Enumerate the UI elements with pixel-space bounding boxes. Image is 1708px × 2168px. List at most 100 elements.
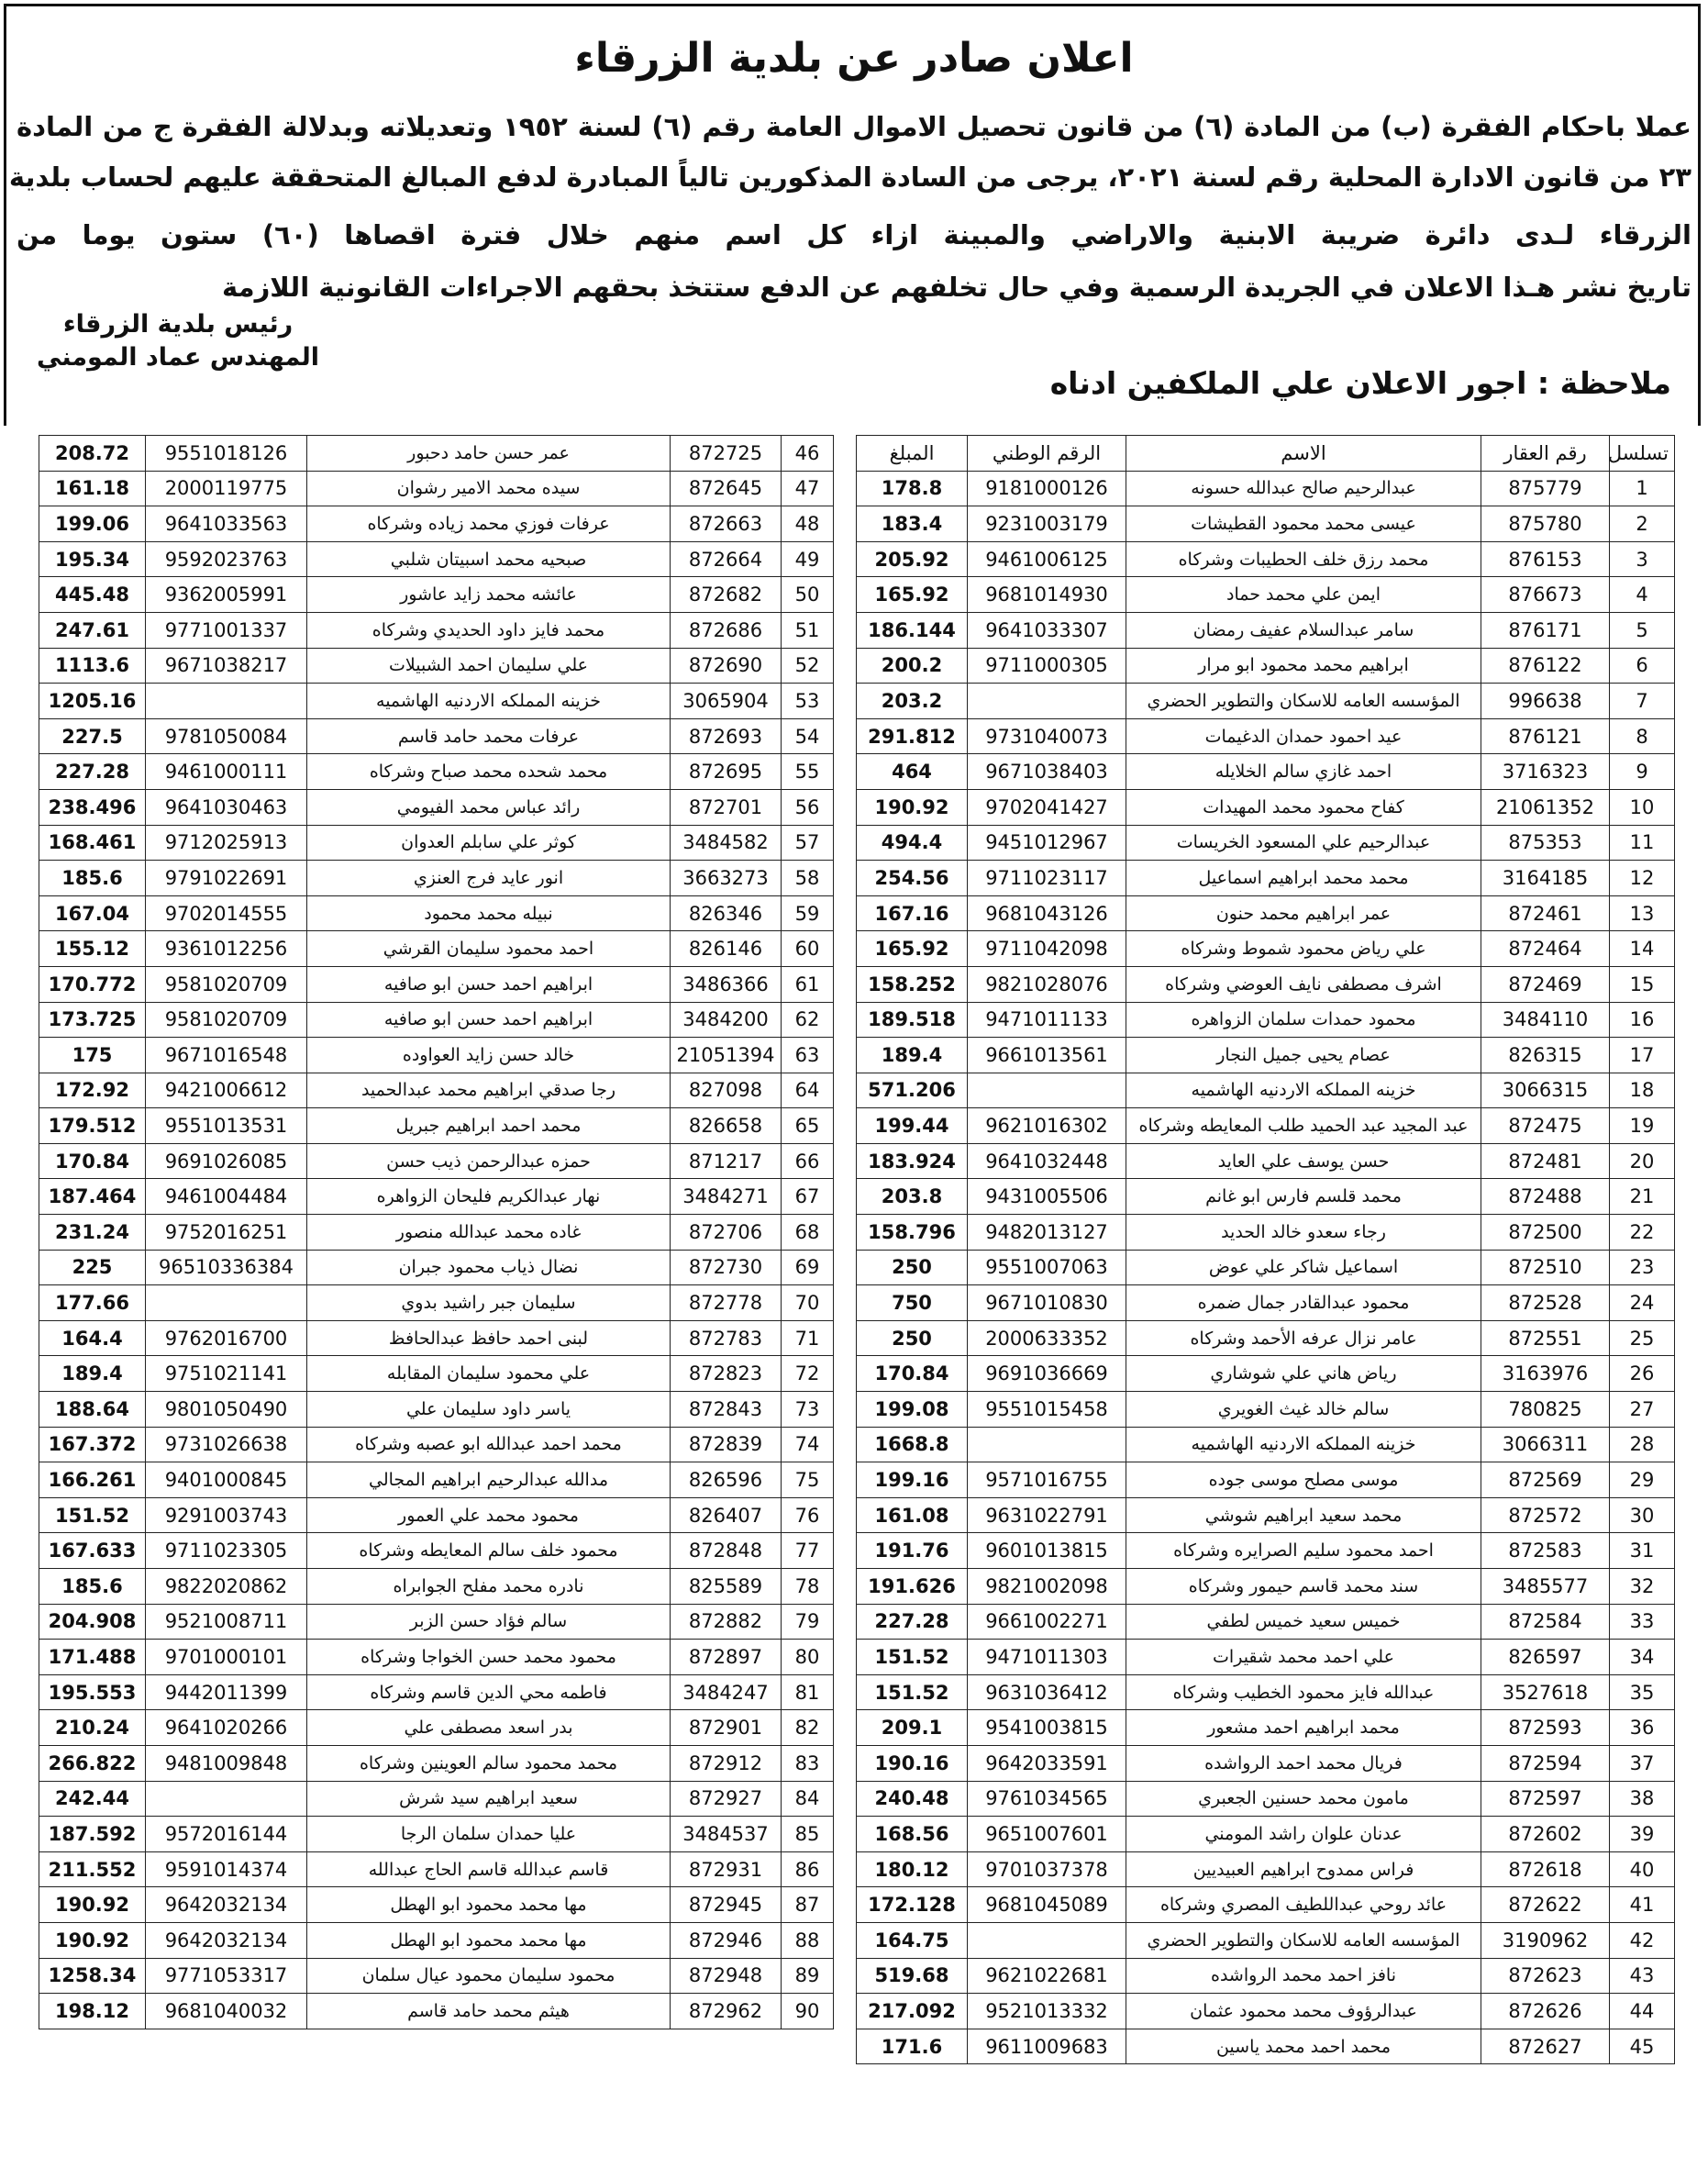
- amount-cell: 170.772: [39, 965, 146, 1003]
- seq-cell: 75: [781, 1462, 834, 1498]
- national-id-cell: 9421006612: [145, 1072, 307, 1109]
- row: 47 872645 سيده محمد الامير رشوان 2000119775…: [39, 470, 834, 507]
- name-cell: عليا حمدان سلمان الرجا: [306, 1816, 671, 1852]
- row: 24 872528 محمود عبدالقادر جمال ضمره 9671010…: [856, 1284, 1675, 1321]
- national-id-cell: 9631036412: [967, 1673, 1126, 1711]
- row: 48 872663 عرفات فوزي محمد زياده وشركاه 9641…: [39, 506, 834, 542]
- seq-cell: 45: [1609, 2028, 1675, 2065]
- amount-cell: 167.04: [39, 895, 146, 932]
- property-cell: 3484200: [670, 1001, 782, 1039]
- property-cell: 872839: [670, 1426, 782, 1463]
- amount-cell: 191.76: [856, 1532, 968, 1569]
- property-cell: 3190962: [1481, 1921, 1610, 1959]
- national-id-cell: 9701000101: [145, 1639, 307, 1675]
- seq-cell: 58: [781, 860, 834, 896]
- national-id-cell: 9482013127: [967, 1214, 1126, 1251]
- row: 16 3484110 محمود حمدات سلمان الزواهره 94710…: [856, 1001, 1675, 1039]
- seq-cell: 83: [781, 1744, 834, 1782]
- name-cell: عرفات فوزي محمد زياده وشركاه: [306, 506, 671, 542]
- property-cell: 3484110: [1481, 1001, 1610, 1039]
- seq-cell: 16: [1609, 1001, 1675, 1039]
- row: 61 3486366 ابراهيم احمد حسن ابو صافيه 95810…: [39, 965, 834, 1003]
- row: 30 872572 محمد سعيد ابراهيم شوشي 9631022791…: [856, 1496, 1675, 1534]
- row: 79 872882 سالم فؤاد حسن الزبر 9521008711 204…: [39, 1603, 834, 1640]
- seq-cell: 41: [1609, 1886, 1675, 1923]
- property-cell: 872593: [1481, 1709, 1610, 1746]
- name-cell: محمد احمد محمد ياسين: [1126, 2028, 1481, 2065]
- seq-cell: 78: [781, 1568, 834, 1605]
- row: 76 826407 محمود محمد علي العمور 9291003743 1…: [39, 1496, 834, 1534]
- national-id-cell: 2000633352: [967, 1319, 1126, 1357]
- property-cell: 876122: [1481, 647, 1610, 684]
- property-cell: 872551: [1481, 1319, 1610, 1357]
- national-id-cell: 9581020709: [145, 965, 307, 1003]
- row: 68 872706 غاده محمد عبدالله منصور 975201625…: [39, 1214, 834, 1251]
- seq-cell: 9: [1609, 753, 1675, 790]
- seq-cell: 81: [781, 1673, 834, 1711]
- national-id-cell: 9621016302: [967, 1107, 1126, 1144]
- amount-cell: 227.5: [39, 717, 146, 755]
- name-cell: احمد محمود سليمان القرشي: [306, 930, 671, 967]
- amount-cell: 189.518: [856, 1001, 968, 1039]
- seq-cell: 13: [1609, 895, 1675, 932]
- seq-cell: 46: [781, 435, 834, 472]
- name-cell: كفاح محمود محمد المهيدات: [1126, 788, 1481, 826]
- row: 49 872664 صبحيه محمد اسبيتان شلبي 959202376…: [39, 540, 834, 578]
- national-id-cell: [967, 1426, 1126, 1463]
- property-cell: 872682: [670, 576, 782, 613]
- amount-cell: 198.12: [39, 1993, 146, 2029]
- name-cell: عرفات محمد حامد قاسم: [306, 717, 671, 755]
- national-id-cell: [967, 1921, 1126, 1959]
- seq-cell: 22: [1609, 1214, 1675, 1251]
- paragraph-line: تاريخ نشر هـذا الاعلان في الجريدة الرسمي…: [222, 272, 1691, 303]
- seq-cell: 90: [781, 1993, 834, 2029]
- national-id-cell: 9611009683: [967, 2028, 1126, 2065]
- name-cell: محمد سعيد ابراهيم شوشي: [1126, 1496, 1481, 1534]
- row: 17 826315 عصام يحيى جميل النجار 9661013561 1…: [856, 1037, 1675, 1073]
- row: 57 3484582 كوثر علي سابلم العدوان 971202591…: [39, 824, 834, 862]
- national-id-cell: 9521013332: [967, 1993, 1126, 2029]
- seq-cell: 71: [781, 1319, 834, 1357]
- property-cell: 872848: [670, 1532, 782, 1569]
- name-cell: محمد قلسم فارس ابو غانم: [1126, 1178, 1481, 1216]
- amount-cell: 225: [39, 1249, 146, 1286]
- national-id-cell: 9641020266: [145, 1709, 307, 1746]
- property-cell: 872706: [670, 1214, 782, 1251]
- name-cell: مدالله عبدالرحيم ابراهيم المجالي: [306, 1462, 671, 1498]
- row: 53 3065904 خزينه المملكه الاردنيه الهاشميه…: [39, 683, 834, 719]
- name-cell: ياسر داود سليمان علي: [306, 1391, 671, 1428]
- row: 10 21061352 كفاح محمود محمد المهيدات 970204…: [856, 788, 1675, 826]
- name-cell: عبدالله فايز محمود الخطيب وشركاه: [1126, 1673, 1481, 1711]
- amount-cell: 445.48: [39, 576, 146, 613]
- amount-cell: 1258.34: [39, 1957, 146, 1995]
- amount-cell: 1205.16: [39, 683, 146, 719]
- amount-cell: 190.92: [39, 1886, 146, 1923]
- amount-cell: 208.72: [39, 435, 146, 472]
- property-cell: 780825: [1481, 1391, 1610, 1428]
- national-id-cell: 9551018126: [145, 435, 307, 472]
- seq-cell: 51: [781, 611, 834, 649]
- seq-cell: 39: [1609, 1816, 1675, 1852]
- seq-cell: 68: [781, 1214, 834, 1251]
- row: 34 826597 علي احمد محمد شقيرات 9471011303 15…: [856, 1639, 1675, 1675]
- name-cell: كوثر علي سابلم العدوان: [306, 824, 671, 862]
- seq-cell: 86: [781, 1851, 834, 1888]
- seq-cell: 48: [781, 506, 834, 542]
- seq-cell: 66: [781, 1142, 834, 1180]
- national-id-cell: 9691036669: [967, 1355, 1126, 1393]
- national-id-cell: 9581020709: [145, 1001, 307, 1039]
- row: 32 3485577 سند محمد قاسم حيمور وشركاه 98210…: [856, 1568, 1675, 1605]
- seq-cell: 88: [781, 1921, 834, 1959]
- property-cell: 21061352: [1481, 788, 1610, 826]
- row: 39 872602 عدنان علوان راشد المومني 96510076…: [856, 1816, 1675, 1852]
- national-id-cell: 9762016700: [145, 1319, 307, 1357]
- national-id-cell: 9642032134: [145, 1921, 307, 1959]
- national-id-cell: 9821002098: [967, 1568, 1126, 1605]
- amount-cell: 242.44: [39, 1780, 146, 1818]
- row: 74 872839 محمد احمد عبدالله ابو عصبه وشركا…: [39, 1426, 834, 1463]
- seq-cell: 69: [781, 1249, 834, 1286]
- property-cell: 876153: [1481, 540, 1610, 578]
- amount-cell: 166.261: [39, 1462, 146, 1498]
- national-id-cell: 9822020862: [145, 1568, 307, 1605]
